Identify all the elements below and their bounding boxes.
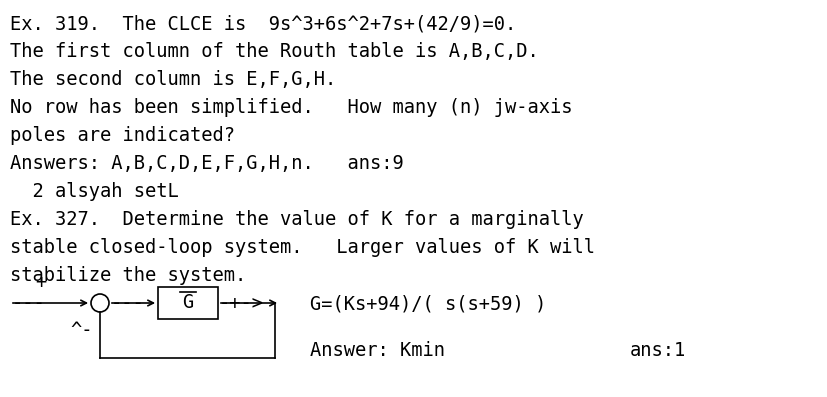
Text: 2 alsyah setL: 2 alsyah setL <box>10 182 179 201</box>
Text: No row has been simplified.   How many (n) jw-axis: No row has been simplified. How many (n)… <box>10 98 571 117</box>
Text: ---: --- <box>111 293 145 312</box>
Text: The first column of the Routh table is A,B,C,D.: The first column of the Routh table is A… <box>10 42 538 61</box>
Text: poles are indicated?: poles are indicated? <box>10 126 235 145</box>
Text: stabilize the system.: stabilize the system. <box>10 266 246 285</box>
Text: +: + <box>35 273 46 292</box>
Text: Ex. 327.  Determine the value of K for a marginally: Ex. 327. Determine the value of K for a … <box>10 210 583 229</box>
Bar <box>158 287 218 319</box>
Text: G: G <box>182 293 194 312</box>
Text: ans:1: ans:1 <box>629 341 686 360</box>
Text: The second column is E,F,G,H.: The second column is E,F,G,H. <box>10 70 336 89</box>
Text: Answer: Kmin: Answer: Kmin <box>309 341 444 360</box>
Text: G=(Ks+94)/( s(s+59) ): G=(Ks+94)/( s(s+59) ) <box>309 295 546 314</box>
Text: stable closed-loop system.   Larger values of K will: stable closed-loop system. Larger values… <box>10 238 595 257</box>
Text: ^-: ^- <box>70 321 93 340</box>
Text: -+->: -+-> <box>218 293 264 312</box>
Text: Answers: A,B,C,D,E,F,G,H,n.   ans:9: Answers: A,B,C,D,E,F,G,H,n. ans:9 <box>10 154 404 173</box>
Text: ---: --- <box>12 293 45 312</box>
Text: Ex. 319.  The CLCE is  9s^3+6s^2+7s+(42/9)=0.: Ex. 319. The CLCE is 9s^3+6s^2+7s+(42/9)… <box>10 14 515 33</box>
